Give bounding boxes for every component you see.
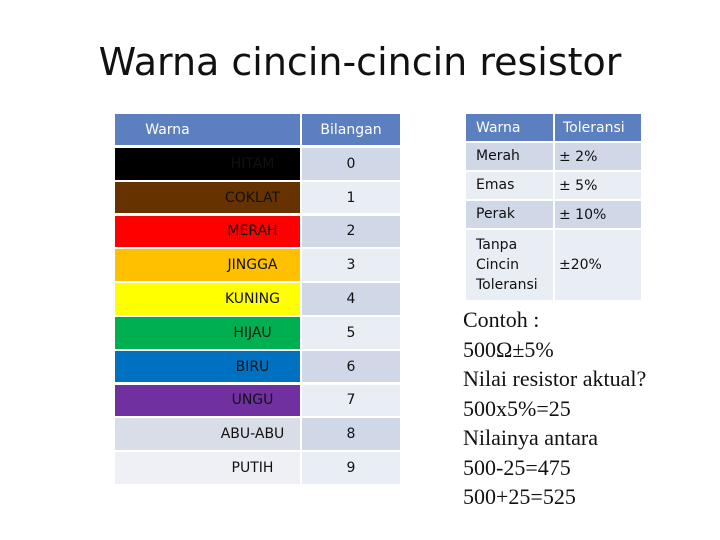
- color-swatch: [115, 249, 300, 281]
- example-line: Nilainya antara: [463, 425, 598, 450]
- color-number: 9: [302, 452, 400, 484]
- color-number: 5: [302, 317, 400, 349]
- color-swatch: [115, 452, 300, 484]
- slide-title: Warna cincin-cincin resistor: [98, 40, 622, 84]
- header-cell: Toleransi: [555, 114, 641, 141]
- color-swatch: [115, 384, 300, 417]
- tolerance-color: Tanpa Cincin Toleransi: [466, 230, 553, 300]
- color-name: ABU-ABU: [220, 426, 285, 443]
- color-name: BIRU: [235, 358, 270, 375]
- color-name: COKLAT: [224, 189, 281, 206]
- color-swatch: [115, 317, 300, 349]
- tolerance-value: ± 2%: [555, 143, 641, 170]
- tolerance-value: ±20%: [555, 230, 641, 300]
- tolerance-value: ± 10%: [555, 201, 641, 228]
- example-line: 500-25=475: [463, 454, 571, 480]
- color-swatch: [115, 148, 300, 180]
- example-line: Contoh :: [463, 307, 540, 332]
- color-number: 6: [302, 350, 400, 383]
- example-line: 500+25=525: [463, 484, 576, 509]
- color-number: 2: [302, 215, 400, 248]
- example-line: Nilai resistor aktual?: [463, 366, 647, 391]
- color-swatch: [115, 350, 300, 383]
- example-line: 500x5%=25: [463, 395, 571, 421]
- color-name: HITAM: [230, 155, 275, 172]
- color-name: HIJAU: [233, 324, 272, 341]
- tolerance-value: ± 5%: [555, 172, 641, 199]
- color-swatch: [115, 215, 300, 248]
- tolerance-color: Merah: [466, 143, 553, 170]
- color-number: 7: [302, 384, 400, 417]
- color-name: MERAH: [227, 223, 278, 240]
- color-name: UNGU: [231, 392, 274, 409]
- color-name: JINGGA: [227, 257, 278, 274]
- color-name: KUNING: [225, 290, 280, 307]
- color-number: 4: [302, 283, 400, 315]
- tolerance-color: Emas: [466, 172, 553, 199]
- color-number: 0: [302, 148, 400, 180]
- color-name: PUTIH: [231, 459, 274, 476]
- color-swatch: [115, 181, 300, 214]
- example-line: 500Ω±5%: [463, 336, 554, 362]
- color-swatch: [115, 418, 300, 450]
- color-number: 8: [302, 418, 400, 450]
- color-number: 3: [302, 249, 400, 281]
- tolerance-color: Perak: [466, 201, 553, 228]
- color-number: 1: [302, 181, 400, 214]
- header-cell: Warna: [115, 114, 300, 145]
- header-cell: Warna: [466, 114, 553, 141]
- header-cell: Bilangan: [302, 114, 400, 145]
- color-swatch: [115, 283, 300, 315]
